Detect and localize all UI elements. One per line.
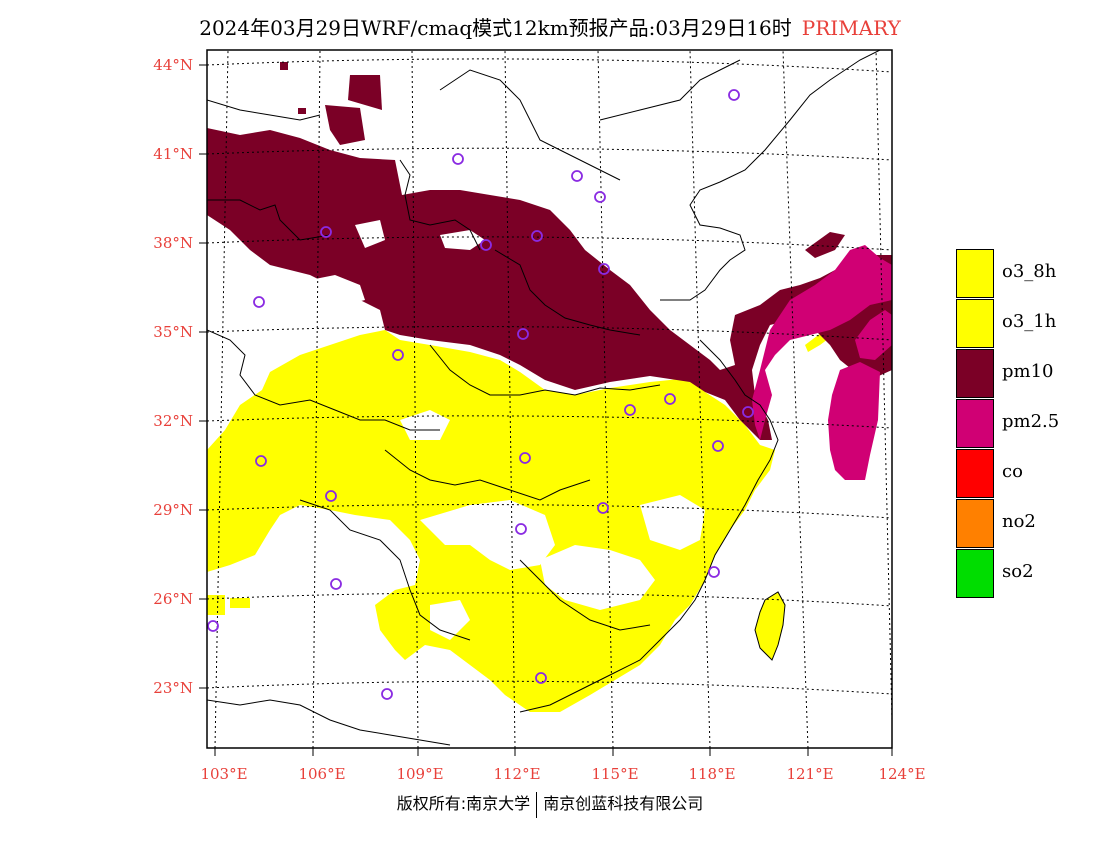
lat-label-41: 41°N [153,145,193,163]
legend-swatch [956,549,994,598]
legend-label: co [1002,461,1023,482]
lon-label-109: 109°E [396,765,443,783]
title-text: 2024年03月29日WRF/cmaq模式12km预报产品:03月29日16时 [199,16,792,40]
lat-label-35: 35°N [153,323,193,341]
copyright-left: 版权所有:南京大学 [396,794,531,813]
lon-label-112: 112°E [493,765,540,783]
lat-label-23: 23°N [153,679,193,697]
legend-label: pm10 [1002,361,1054,382]
legend-swatch [956,449,994,498]
lat-label-29: 29°N [153,501,193,519]
legend-swatch [956,399,994,448]
map-title: 2024年03月29日WRF/cmaq模式12km预报产品:03月29日16时 P… [0,12,1100,41]
copyright-right: 南京创蓝科技有限公司 [543,794,704,813]
pm25-region [752,245,892,440]
lat-label-32: 32°N [153,412,193,430]
legend-swatch [956,499,994,548]
legend-label: so2 [1002,561,1034,582]
lon-label-118: 118°E [688,765,735,783]
legend-swatch [956,249,994,298]
lat-label-38: 38°N [153,234,193,252]
legend-label: o3_1h [1002,311,1057,332]
lat-label-44: 44°N [153,56,193,74]
lat-label-26: 26°N [153,590,193,608]
lon-label-103: 103°E [200,765,247,783]
legend-label: no2 [1002,511,1036,532]
lon-label-106: 106°E [298,765,345,783]
lon-label-121: 121°E [786,765,833,783]
legend-swatch [956,349,994,398]
legend-label: o3_8h [1002,261,1057,282]
lon-label-124: 124°E [878,765,925,783]
legend-swatch [956,299,994,348]
pm10-region [207,128,892,440]
copyright-footer: 版权所有:南京大学 南京创蓝科技有限公司 [0,790,1100,818]
lon-label-115: 115°E [591,765,638,783]
legend-label: pm2.5 [1002,411,1060,432]
footer-separator [536,791,538,818]
title-primary-tag: PRIMARY [801,16,901,40]
